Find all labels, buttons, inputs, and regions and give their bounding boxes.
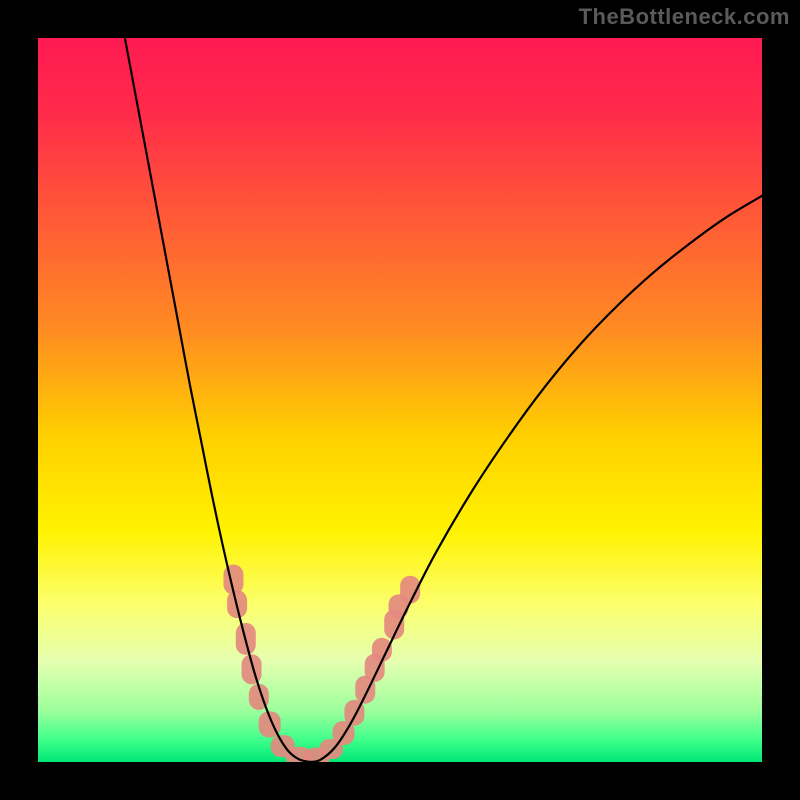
plot-outer-border bbox=[0, 0, 800, 800]
watermark-text: TheBottleneck.com bbox=[579, 4, 790, 30]
curve-left bbox=[125, 38, 310, 762]
marker-group bbox=[223, 565, 420, 762]
curves-svg bbox=[38, 38, 762, 762]
chart-frame: TheBottleneck.com bbox=[0, 0, 800, 800]
plot-area bbox=[38, 38, 762, 762]
data-marker bbox=[372, 638, 392, 662]
